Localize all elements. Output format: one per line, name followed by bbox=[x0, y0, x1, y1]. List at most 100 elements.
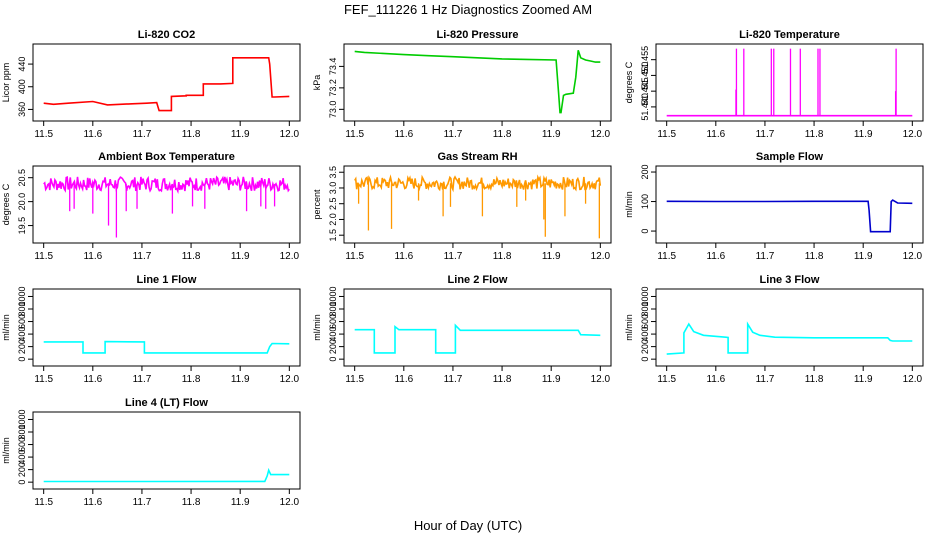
x-tick-label: 11.8 bbox=[493, 251, 512, 262]
y-tick-label: 0 bbox=[328, 357, 338, 362]
x-tick-label: 12.0 bbox=[280, 374, 300, 385]
series-line bbox=[43, 340, 290, 354]
panel-7: Line 2 Flow ml/min 11.5 11.6 11.7 11.8 11.9 12.… bbox=[312, 274, 612, 385]
series-group bbox=[666, 321, 913, 355]
y-axis-label: degrees C bbox=[1, 183, 11, 225]
series-line bbox=[43, 175, 290, 195]
x-tick-label: 11.5 bbox=[345, 129, 364, 140]
y-tick-label: 0 bbox=[17, 357, 27, 362]
y-tick-label: 1000 bbox=[17, 286, 27, 306]
y-tick-label: 3.0 bbox=[328, 182, 338, 195]
y-tick-label: 1000 bbox=[328, 286, 338, 306]
series-line bbox=[354, 323, 601, 354]
y-tick-label: 400 bbox=[640, 327, 650, 342]
y-tick-label: 800 bbox=[17, 301, 27, 316]
x-tick-label: 11.6 bbox=[394, 374, 413, 385]
y-tick-label: 100 bbox=[640, 194, 650, 209]
y-axis-label: degrees C bbox=[624, 61, 634, 103]
x-tick-label: 11.8 bbox=[493, 374, 512, 385]
y-tick-label: 360 bbox=[17, 102, 27, 117]
x-tick-label: 11.7 bbox=[133, 374, 152, 385]
y-tick-label: 73.4 bbox=[328, 58, 338, 76]
panel-title: Ambient Box Temperature bbox=[98, 151, 235, 163]
x-tick-label: 11.9 bbox=[231, 251, 250, 262]
x-tick-label: 12.0 bbox=[591, 251, 611, 262]
x-tick-label: 11.9 bbox=[542, 251, 561, 262]
y-tick-label: 1000 bbox=[17, 409, 27, 429]
x-tick-label: 11.8 bbox=[182, 374, 201, 385]
y-tick-label: 200 bbox=[640, 339, 650, 354]
x-tick-label: 11.6 bbox=[394, 129, 413, 140]
series-group bbox=[666, 199, 913, 233]
y-tick-label: 20.5 bbox=[17, 169, 27, 187]
y-axis-label: Licor ppm bbox=[1, 63, 11, 103]
y-tick-label: 51.455 bbox=[640, 46, 650, 74]
panel-title: Li-820 Pressure bbox=[437, 29, 519, 41]
x-tick-label: 11.9 bbox=[854, 374, 873, 385]
x-tick-label: 11.9 bbox=[231, 374, 250, 385]
x-tick-label: 11.6 bbox=[83, 374, 102, 385]
x-tick-label: 11.8 bbox=[182, 251, 201, 262]
y-tick-label: 600 bbox=[17, 314, 27, 329]
panel-title: Li-820 CO2 bbox=[138, 29, 195, 41]
y-tick-label: 2.5 bbox=[328, 197, 338, 210]
y-axis-label: ml/min bbox=[312, 314, 322, 341]
panel-3: Ambient Box Temperature degrees C 11.5 11.6… bbox=[1, 151, 301, 262]
plot-frame bbox=[655, 43, 924, 122]
x-tick-label: 11.8 bbox=[805, 374, 824, 385]
y-axis-label: percent bbox=[312, 189, 322, 220]
y-tick-label: 3.5 bbox=[328, 166, 338, 179]
panel-title: Line 3 Flow bbox=[760, 274, 820, 286]
x-tick-label: 11.8 bbox=[805, 129, 824, 140]
series-line bbox=[354, 174, 602, 193]
y-axis-label: ml/min bbox=[624, 191, 634, 218]
x-tick-label: 11.6 bbox=[83, 129, 102, 140]
series-group bbox=[354, 50, 601, 114]
y-tick-label: 600 bbox=[640, 314, 650, 329]
y-tick-label: 400 bbox=[17, 79, 27, 94]
y-tick-label: 800 bbox=[328, 301, 338, 316]
panel-4: Gas Stream RH percent 11.5 11.6 11.7 11.8 11.9… bbox=[312, 151, 612, 262]
y-tick-label: 73.2 bbox=[328, 79, 338, 97]
y-tick-label: 440 bbox=[17, 57, 27, 72]
series-group bbox=[43, 340, 290, 354]
x-tick-label: 11.9 bbox=[854, 251, 873, 262]
x-tick-label: 11.7 bbox=[444, 251, 463, 262]
plot-frame bbox=[32, 165, 301, 244]
x-tick-label: 11.5 bbox=[657, 129, 676, 140]
y-tick-label: 200 bbox=[17, 462, 27, 477]
plot-frame bbox=[655, 288, 924, 367]
y-tick-label: 400 bbox=[328, 327, 338, 342]
y-axis-label: ml/min bbox=[1, 437, 11, 464]
panel-0: Li-820 CO2 Licor ppm 11.5 11.6 11.7 11.8 11.9 1… bbox=[1, 29, 301, 140]
panel-title: Sample Flow bbox=[756, 151, 824, 163]
panel-6: Line 1 Flow ml/min 11.5 11.6 11.7 11.8 11.9 12.… bbox=[1, 274, 301, 385]
x-tick-label: 11.7 bbox=[133, 129, 152, 140]
y-tick-label: 51.450 bbox=[640, 62, 650, 90]
x-tick-label: 11.6 bbox=[83, 497, 102, 508]
x-tick-label: 11.7 bbox=[756, 129, 775, 140]
series-line bbox=[43, 56, 290, 112]
plot-frame bbox=[343, 165, 612, 244]
x-tick-label: 11.7 bbox=[133, 251, 152, 262]
x-tick-label: 11.5 bbox=[34, 374, 53, 385]
y-tick-label: 1000 bbox=[640, 286, 650, 306]
x-tick-label: 12.0 bbox=[280, 251, 300, 262]
y-tick-label: 51.445 bbox=[640, 77, 650, 105]
plot-frame bbox=[32, 43, 301, 122]
x-tick-label: 11.5 bbox=[34, 129, 53, 140]
series-group bbox=[666, 48, 913, 117]
panel-title: Line 1 Flow bbox=[137, 274, 197, 286]
x-tick-label: 11.6 bbox=[706, 374, 725, 385]
y-tick-label: 800 bbox=[17, 424, 27, 439]
series-line bbox=[43, 467, 290, 483]
x-tick-label: 11.5 bbox=[34, 251, 53, 262]
x-tick-label: 11.9 bbox=[854, 129, 873, 140]
x-tick-label: 12.0 bbox=[591, 374, 611, 385]
y-tick-label: 51.440 bbox=[640, 93, 650, 121]
panel-5: Sample Flow ml/min 11.5 11.6 11.7 11.8 11.9 12.… bbox=[624, 151, 924, 262]
y-tick-label: 400 bbox=[17, 327, 27, 342]
x-tick-label: 11.9 bbox=[542, 374, 561, 385]
y-axis-label: kPa bbox=[312, 75, 322, 91]
